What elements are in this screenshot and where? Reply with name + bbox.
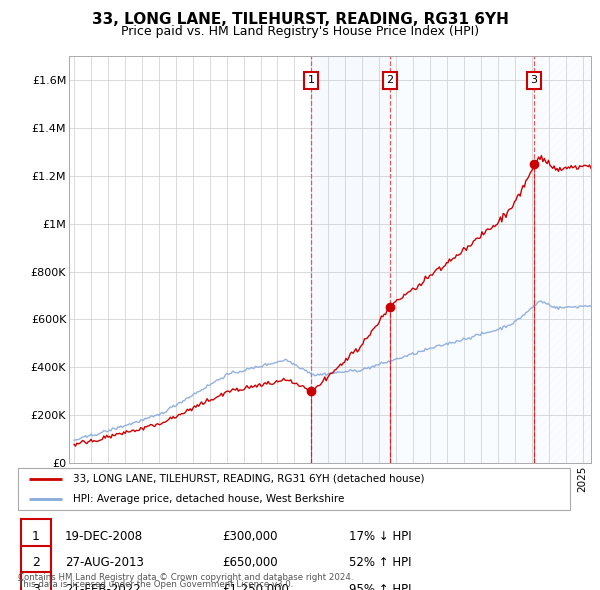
Text: 33, LONG LANE, TILEHURST, READING, RG31 6YH: 33, LONG LANE, TILEHURST, READING, RG31 …: [92, 12, 508, 27]
Text: 17% ↓ HPI: 17% ↓ HPI: [349, 530, 412, 543]
Text: 2: 2: [32, 556, 40, 569]
Bar: [311, 56, 390, 463]
Bar: [534, 56, 591, 463]
Text: 3: 3: [530, 76, 538, 86]
Text: HPI: Average price, detached house, West Berkshire: HPI: Average price, detached house, West…: [73, 494, 344, 504]
Text: £650,000: £650,000: [222, 556, 278, 569]
Text: 1: 1: [307, 76, 314, 86]
Text: Price paid vs. HM Land Registry's House Price Index (HPI): Price paid vs. HM Land Registry's House …: [121, 25, 479, 38]
FancyBboxPatch shape: [21, 572, 51, 590]
Bar: [390, 56, 534, 463]
Text: £1,250,000: £1,250,000: [222, 583, 289, 590]
Text: Contains HM Land Registry data © Crown copyright and database right 2024.: Contains HM Land Registry data © Crown c…: [18, 573, 353, 582]
FancyBboxPatch shape: [18, 468, 570, 510]
Text: 1: 1: [32, 530, 40, 543]
Text: This data is licensed under the Open Government Licence v3.0.: This data is licensed under the Open Gov…: [18, 580, 293, 589]
Text: 27-AUG-2013: 27-AUG-2013: [65, 556, 144, 569]
Text: 3: 3: [32, 583, 40, 590]
Text: £300,000: £300,000: [222, 530, 278, 543]
Text: 95% ↑ HPI: 95% ↑ HPI: [349, 583, 412, 590]
FancyBboxPatch shape: [21, 519, 51, 553]
Text: 52% ↑ HPI: 52% ↑ HPI: [349, 556, 412, 569]
Text: 2: 2: [386, 76, 394, 86]
FancyBboxPatch shape: [21, 546, 51, 580]
Text: 33, LONG LANE, TILEHURST, READING, RG31 6YH (detached house): 33, LONG LANE, TILEHURST, READING, RG31 …: [73, 474, 425, 484]
Text: 21-FEB-2022: 21-FEB-2022: [65, 583, 140, 590]
Text: 19-DEC-2008: 19-DEC-2008: [65, 530, 143, 543]
